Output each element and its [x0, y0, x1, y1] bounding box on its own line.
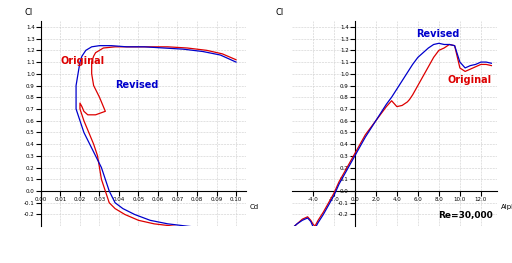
- Text: Original: Original: [60, 56, 104, 67]
- Text: Revised: Revised: [416, 29, 459, 39]
- Text: Cd: Cd: [250, 204, 259, 210]
- Text: Original: Original: [447, 75, 492, 85]
- Text: Cl: Cl: [25, 8, 33, 17]
- Text: Alpha: Alpha: [501, 204, 512, 210]
- Text: Cl: Cl: [275, 8, 284, 17]
- Text: Re=30,000: Re=30,000: [438, 211, 493, 220]
- Text: Revised: Revised: [115, 80, 158, 90]
